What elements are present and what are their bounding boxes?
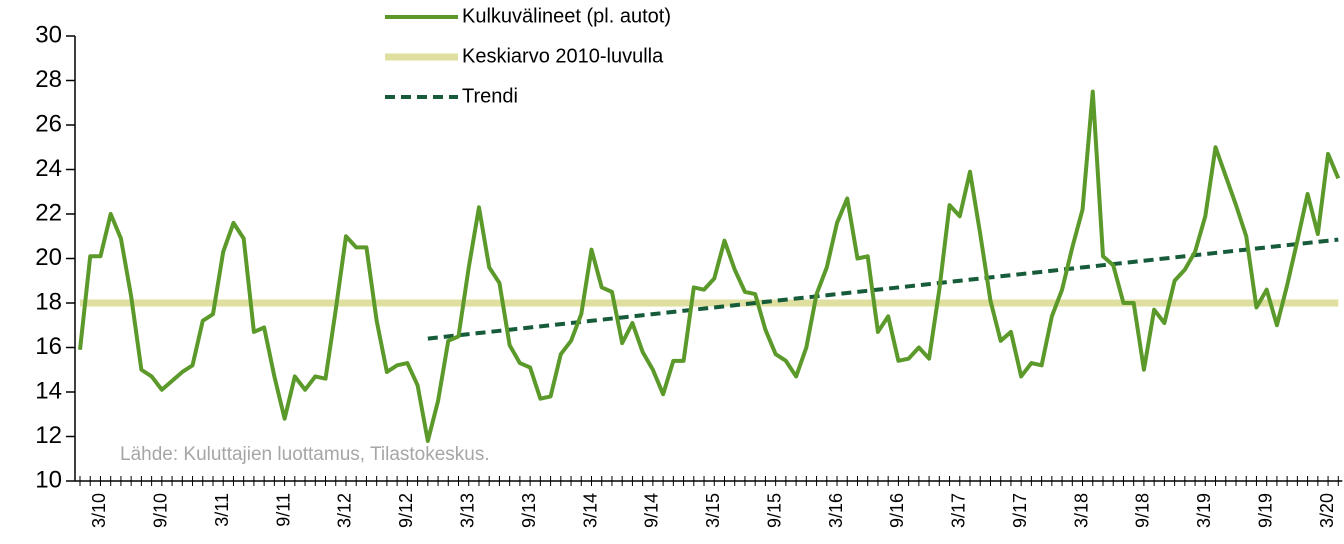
- x-tick-label: 3/16: [826, 493, 846, 528]
- y-tick-label: 28: [35, 66, 62, 93]
- x-tick-label: 9/19: [1255, 493, 1275, 528]
- x-tick-label: 3/14: [580, 493, 600, 528]
- x-tick-label: 9/13: [519, 493, 539, 528]
- y-tick-label: 26: [35, 110, 62, 137]
- x-tick-label: 3/15: [703, 493, 723, 528]
- x-tick-label: 9/11: [273, 493, 293, 527]
- legend-label: Trendi: [462, 85, 518, 107]
- x-tick-label: 3/18: [1071, 493, 1091, 528]
- x-tick-label: 9/12: [396, 493, 416, 528]
- x-tick-label: 3/10: [89, 493, 109, 528]
- y-tick-label: 30: [35, 21, 62, 48]
- series-line: [78, 89, 1341, 443]
- y-tick-label: 14: [35, 377, 62, 404]
- x-tick-label: 3/13: [457, 493, 477, 528]
- x-tick-label: 3/17: [949, 493, 969, 528]
- legend-label: Kulkuvälineet (pl. autot): [462, 5, 671, 27]
- x-tick-label: 3/19: [1194, 493, 1214, 528]
- legend-label: Keskiarvo 2010-luvulla: [462, 45, 664, 67]
- y-tick-label: 20: [35, 244, 62, 271]
- x-tick-label: 9/17: [1010, 493, 1030, 528]
- x-tick-label: 3/12: [335, 493, 355, 528]
- x-tick-label: 3/20: [1317, 493, 1337, 528]
- y-tick-label: 12: [35, 422, 62, 449]
- y-tick-label: 24: [35, 155, 62, 182]
- x-tick-label: 9/10: [151, 493, 171, 528]
- x-tick-label: 3/11: [212, 493, 232, 527]
- x-tick-label: 9/16: [887, 493, 907, 528]
- y-tick-label: 22: [35, 199, 62, 226]
- source-note: Lähde: Kuluttajien luottamus, Tilastokes…: [120, 444, 490, 465]
- x-tick-label: 9/18: [1133, 493, 1153, 528]
- y-tick-label: 10: [35, 466, 62, 493]
- y-tick-label: 18: [35, 288, 62, 315]
- x-tick-label: 9/15: [764, 493, 784, 528]
- x-tick-label: 9/14: [642, 493, 662, 528]
- y-tick-label: 16: [35, 333, 62, 360]
